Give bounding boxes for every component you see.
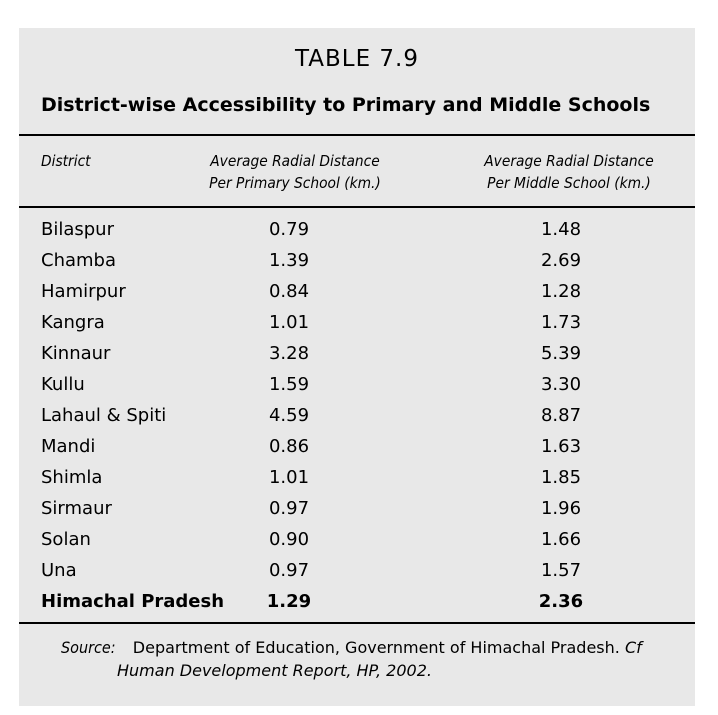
table-row: Hamirpur 0.84 1.28 [19, 276, 695, 307]
cell-middle: 1.66 [540, 529, 582, 550]
header-middle: Average Radial Distance Per Middle Schoo… [460, 150, 677, 194]
table-row: Kullu 1.59 3.30 [19, 369, 695, 400]
cell-primary: 0.97 [268, 498, 310, 519]
cell-middle: 8.87 [540, 405, 582, 426]
cell-primary: 1.01 [268, 312, 310, 333]
table-number: TABLE 7.9 [294, 46, 419, 72]
table-panel: TABLE 7.9 District-wise Accessibility to… [19, 28, 695, 706]
table-row: Lahaul & Spiti 4.59 8.87 [19, 400, 695, 431]
cell-primary: 1.59 [268, 374, 310, 395]
header-district: District [41, 152, 91, 170]
table-total-row: Himachal Pradesh 1.29 2.36 [19, 586, 695, 617]
cell-primary: 0.90 [268, 529, 310, 550]
cell-middle: 1.96 [540, 498, 582, 519]
table-row: Una 0.97 1.57 [19, 555, 695, 586]
table-row: Kangra 1.01 1.73 [19, 307, 695, 338]
cell-primary: 0.84 [268, 281, 310, 302]
cell-primary: 0.79 [268, 219, 310, 240]
cell-middle-total: 2.36 [538, 591, 584, 612]
cell-district: Kangra [41, 312, 105, 333]
table-row: Mandi 0.86 1.63 [19, 431, 695, 462]
cell-middle: 1.57 [540, 560, 582, 581]
table-row: Kinnaur 3.28 5.39 [19, 338, 695, 369]
source-cf: Cf [624, 638, 642, 657]
cell-middle: 1.85 [540, 467, 582, 488]
cell-district: Sirmaur [41, 498, 112, 519]
cell-middle: 5.39 [540, 343, 582, 364]
header-primary-line2: Per Primary School (km.) [209, 174, 381, 192]
cell-primary-total: 1.29 [266, 591, 312, 612]
cell-district: Kinnaur [41, 343, 111, 364]
cell-district: Chamba [41, 250, 116, 271]
cell-district-total: Himachal Pradesh [41, 591, 225, 612]
cell-district: Kullu [41, 374, 85, 395]
header-primary-line1: Average Radial Distance [210, 152, 380, 170]
cell-district: Hamirpur [41, 281, 126, 302]
cell-district: Solan [41, 529, 91, 550]
cell-primary: 0.86 [268, 436, 310, 457]
cell-primary: 1.01 [268, 467, 310, 488]
cell-middle: 1.48 [540, 219, 582, 240]
cell-district: Bilaspur [41, 219, 114, 240]
header-middle-line1: Average Radial Distance [484, 152, 654, 170]
cell-primary: 3.28 [268, 343, 310, 364]
cell-primary: 1.39 [268, 250, 310, 271]
cell-middle: 1.28 [540, 281, 582, 302]
header-primary: Average Radial Distance Per Primary Scho… [186, 150, 403, 194]
cell-primary: 0.97 [268, 560, 310, 581]
cell-middle: 3.30 [540, 374, 582, 395]
table-title: District-wise Accessibility to Primary a… [41, 94, 651, 116]
bottom-rule [19, 622, 695, 624]
cell-district: Shimla [41, 467, 103, 488]
source-label: Source: [61, 638, 116, 657]
table-row: Chamba 1.39 2.69 [19, 245, 695, 276]
cell-middle: 2.69 [540, 250, 582, 271]
source-reference: Human Development Report, HP, 2002. [117, 661, 432, 680]
source-text: Department of Education, Government of H… [132, 638, 620, 657]
table-row: Bilaspur 0.79 1.48 [19, 214, 695, 245]
source-note: Source: Department of Education, Governm… [61, 636, 681, 682]
header-rule [19, 206, 695, 208]
cell-primary: 4.59 [268, 405, 310, 426]
cell-district: Una [41, 560, 77, 581]
header-middle-line2: Per Middle School (km.) [487, 174, 651, 192]
table-body: Bilaspur 0.79 1.48 Chamba 1.39 2.69 Hami… [19, 214, 695, 617]
cell-middle: 1.73 [540, 312, 582, 333]
cell-district: Mandi [41, 436, 96, 457]
cell-middle: 1.63 [540, 436, 582, 457]
table-row: Sirmaur 0.97 1.96 [19, 493, 695, 524]
table-row: Solan 0.90 1.66 [19, 524, 695, 555]
top-rule [19, 134, 695, 136]
table-row: Shimla 1.01 1.85 [19, 462, 695, 493]
cell-district: Lahaul & Spiti [41, 405, 167, 426]
